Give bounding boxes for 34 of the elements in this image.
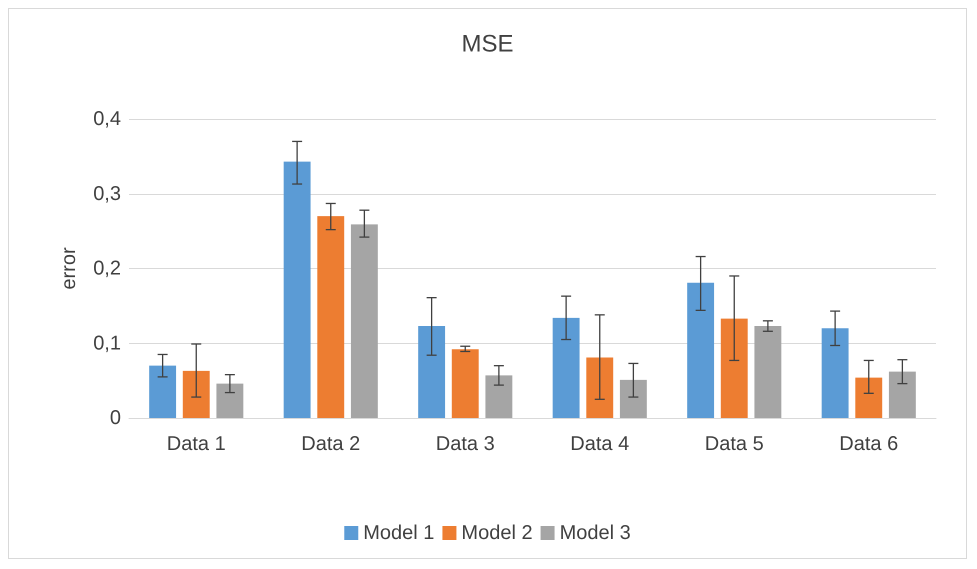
x-tick-label: Data 1	[166, 433, 226, 455]
bar	[317, 216, 344, 418]
bar	[149, 366, 176, 418]
chart-title: MSE	[461, 30, 514, 58]
x-tick-label: Data 5	[704, 433, 764, 455]
bar	[888, 372, 916, 418]
bar	[418, 326, 446, 418]
bar	[855, 378, 882, 418]
y-axis-title: error	[58, 247, 80, 290]
bar	[182, 370, 210, 418]
x-tick-label: Data 6	[839, 433, 898, 455]
bar	[216, 384, 244, 418]
bar	[552, 318, 580, 418]
bar	[720, 318, 748, 418]
y-tick-label: 0,2	[93, 258, 121, 280]
bar	[822, 328, 849, 418]
y-tick-label: 0	[110, 407, 121, 429]
y-tick-label: 0,4	[93, 108, 121, 130]
bar	[485, 375, 512, 418]
bar	[350, 224, 378, 418]
bar	[284, 162, 311, 418]
bar	[620, 380, 647, 418]
bar	[452, 349, 479, 418]
x-tick-label: Data 4	[570, 433, 630, 455]
bar	[586, 357, 614, 418]
x-tick-label: Data 2	[301, 433, 360, 455]
x-tick-label: Data 3	[436, 433, 495, 455]
y-tick-label: 0,1	[93, 332, 121, 354]
legend-label: Model 1	[363, 522, 434, 544]
bar	[754, 326, 782, 418]
legend-label: Model 3	[560, 522, 631, 544]
bar	[687, 282, 714, 418]
legend-label: Model 2	[461, 522, 533, 544]
y-tick-label: 0,3	[93, 182, 121, 205]
